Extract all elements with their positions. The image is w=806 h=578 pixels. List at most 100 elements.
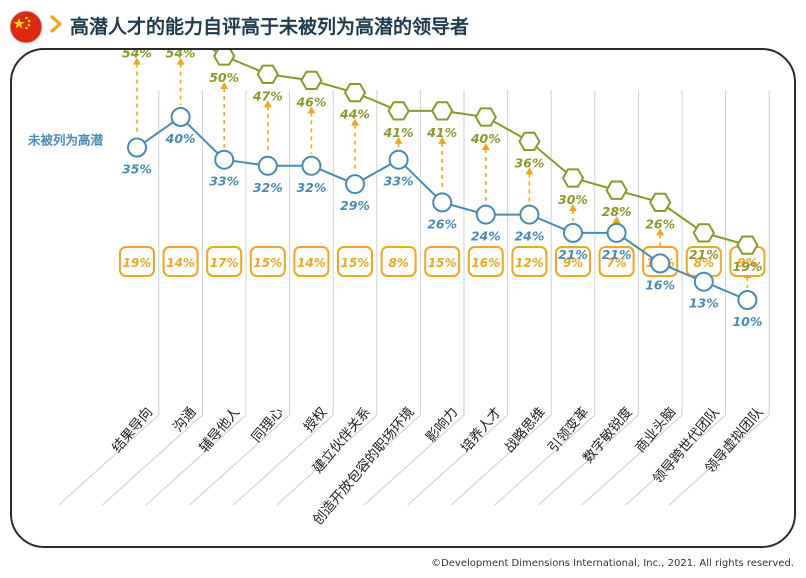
not-high-potential-data-label: 21%: [602, 247, 632, 262]
x-tick-label: 引领变革: [545, 404, 592, 456]
gap-label: 14%: [166, 256, 195, 270]
column-divider: [363, 90, 465, 506]
not-high-potential-marker: [388, 149, 409, 170]
gap-box: [467, 246, 504, 277]
not-high-potential-data-label: 29%: [340, 198, 370, 213]
x-tick-label: 培养人才: [458, 404, 505, 456]
not-high-potential-data-label: 16%: [645, 277, 675, 292]
not-high-potential-data-label: 26%: [427, 216, 457, 231]
not-high-potential-marker: [214, 149, 235, 170]
column-divider: [145, 90, 247, 506]
high-potential-data-label: 28%: [602, 204, 632, 219]
high-potential-data-label: 47%: [252, 88, 283, 103]
high-potential-marker: [300, 70, 323, 91]
high-potential-marker: [605, 180, 628, 200]
gap-box: [555, 246, 591, 277]
column-divider: [276, 90, 378, 506]
high-potential-marker: [692, 223, 715, 243]
high-potential-data-label: 26%: [645, 216, 675, 231]
column-divider: [581, 90, 683, 506]
column-divider: [102, 90, 203, 506]
gap-label: 8%: [694, 256, 714, 270]
x-tick-label: 辅导他人: [196, 404, 243, 456]
gap-arrow-head: [481, 143, 490, 150]
column-divider: [320, 90, 421, 506]
high-potential-data-label: 19%: [732, 259, 762, 274]
high-potential-data-label: 30%: [558, 192, 588, 207]
column-divider: [189, 90, 291, 506]
not-high-potential-marker: [693, 271, 714, 292]
high-potential-marker: [213, 50, 236, 66]
gap-box: [598, 246, 635, 277]
not-high-potential-data-label: 21%: [558, 247, 588, 262]
chart-panel: 19% 14% 17% 15% 14% 15% 8% 15% 16% 12% 9% 7% 10% 8% 9%…: [10, 48, 796, 548]
gap-arrow-head: [133, 57, 141, 65]
gap-arrow-head: [351, 118, 359, 126]
not-high-potential-marker: [257, 155, 278, 176]
high-potential-data-label: 41%: [383, 125, 414, 140]
not-high-potential-marker: [345, 174, 365, 195]
not-high-potential-data-label: 35%: [122, 162, 152, 177]
legend-not-high-potential: 未被列为高潜: [27, 133, 104, 148]
high-potential-data-label: 50%: [209, 70, 239, 85]
column-divider: [538, 90, 639, 506]
x-tick-label: 战略思维: [501, 404, 548, 456]
not-high-potential-data-label: 33%: [384, 174, 414, 189]
high-potential-data-label: 54%: [122, 50, 152, 61]
gap-arrow-head: [569, 204, 577, 211]
x-tick-label: 影响力: [423, 404, 461, 445]
column-divider: [625, 90, 727, 506]
high-potential-marker: [561, 168, 585, 188]
gap-arrow-head: [307, 106, 316, 114]
gap-box: [511, 246, 548, 277]
high-potential-marker: [649, 192, 672, 213]
gap-label: 8%: [388, 256, 408, 270]
high-potential-marker: [343, 82, 367, 103]
gap-arrow-head: [176, 57, 185, 65]
high-potential-data-label: 21%: [689, 247, 719, 262]
not-high-potential-marker: [519, 204, 540, 225]
column-divider: [407, 90, 509, 506]
x-tick-label: 沟通: [170, 404, 200, 435]
gap-label: 16%: [471, 256, 500, 270]
not-high-potential-marker: [127, 137, 147, 158]
high-potential-data-label: 41%: [426, 125, 457, 140]
gap-arrow-head: [656, 228, 665, 236]
gap-arrow-head: [220, 82, 229, 89]
gap-label: 9%: [737, 256, 757, 270]
not-high-potential-data-label: 24%: [471, 229, 501, 244]
high-potential-data-label: 54%: [166, 50, 196, 61]
not-high-potential-data-label: 24%: [514, 229, 544, 244]
page-title: 高潜人才的能力自评高于未被列为高潜的领导者: [70, 16, 470, 38]
high-potential-data-label: 44%: [339, 107, 370, 122]
not-high-potential-data-label: 32%: [296, 180, 326, 195]
x-tick-label: 结果导向: [109, 404, 156, 456]
gap-label: 17%: [210, 256, 239, 270]
copyright-notice: ©Development Dimensions International, I…: [431, 558, 794, 569]
not-high-potential-marker: [475, 204, 496, 225]
column-divider: [494, 90, 596, 506]
column-divider: [668, 90, 770, 506]
gap-arrow-head: [525, 167, 534, 175]
gap-box: [249, 246, 286, 277]
gap-label: 12%: [515, 256, 544, 270]
gap-box: [206, 246, 243, 277]
high-potential-marker: [387, 101, 410, 121]
gap-arrow-head: [263, 100, 272, 108]
gap-label: 9%: [563, 256, 583, 270]
gap-box: [119, 246, 155, 277]
gap-arrow-head: [612, 216, 621, 224]
not-high-potential-marker: [301, 155, 322, 176]
column-divider: [232, 90, 334, 506]
gap-box: [380, 246, 417, 277]
high-potential-data-label: 40%: [470, 131, 501, 146]
chevron-right-icon: [50, 15, 62, 33]
china-flag-icon: [9, 10, 43, 44]
gap-box: [337, 246, 373, 277]
gap-label: 15%: [341, 256, 370, 270]
not-high-potential-data-label: 40%: [165, 131, 196, 146]
gap-label: 15%: [253, 256, 282, 270]
gap-arrow-head: [438, 136, 447, 144]
high-potential-data-label: 36%: [514, 155, 544, 170]
x-tick-label: 授权: [300, 403, 331, 435]
